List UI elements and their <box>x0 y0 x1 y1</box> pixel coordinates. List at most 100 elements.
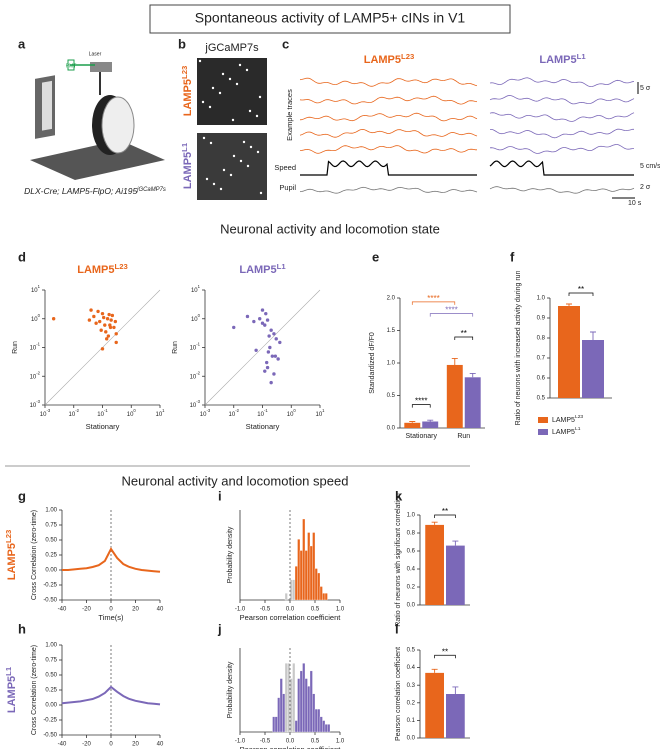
error-bar <box>451 358 458 365</box>
scatter-point <box>100 311 105 316</box>
x-tick-label-sup: -2 <box>75 408 79 413</box>
microscopy-image <box>197 58 267 125</box>
legend-label-main: LAMP5 <box>552 429 575 436</box>
cell-soma <box>249 145 253 149</box>
y-tick-label: -0.25 <box>43 583 57 589</box>
bar <box>558 306 580 398</box>
chart-title-sup: L23 <box>4 530 13 543</box>
legend-swatch <box>538 417 548 423</box>
cell-soma <box>202 136 206 140</box>
histogram-bar <box>294 720 298 733</box>
cell-soma <box>239 159 243 163</box>
chart-title-sup: L1 <box>277 262 287 271</box>
cell-soma <box>246 164 250 168</box>
bar <box>425 524 444 605</box>
scatter-point <box>51 317 56 321</box>
x-tick-label-sup: 1 <box>162 408 165 413</box>
y-tick-label-sup: 0 <box>198 313 201 318</box>
trace-illustration <box>300 160 477 176</box>
legend-label-main: LAMP5 <box>552 417 575 424</box>
x-tick-label-main: 10 <box>155 412 162 418</box>
histogram-bar <box>297 539 301 601</box>
trace-illustration <box>489 95 635 105</box>
histogram-bar <box>292 579 296 601</box>
x-tick-label: 0.5 <box>311 739 320 745</box>
cell-soma <box>209 141 213 145</box>
scale-bar-label: 5 cm/s <box>640 163 660 170</box>
y-tick-label-main: 10 <box>30 403 37 409</box>
y-tick-label: 1.00 <box>45 508 57 514</box>
panel-label: k <box>395 488 403 503</box>
error-bar <box>566 303 572 306</box>
x-tick-label: -40 <box>58 607 67 613</box>
scatter-point <box>258 317 262 321</box>
x-tick-label-sup: -3 <box>206 408 210 413</box>
y-tick-label: 0.00 <box>45 703 57 709</box>
y-tick-label: 10-3 <box>190 399 201 408</box>
cell-soma <box>222 168 226 172</box>
scatter-point <box>272 332 276 336</box>
x-tick-label: 20 <box>132 607 139 613</box>
histogram-bar <box>322 593 326 601</box>
histogram-bar <box>317 708 321 733</box>
histogram-bar <box>324 593 328 601</box>
histogram-bar <box>307 686 311 733</box>
y-axis-label: Run <box>172 341 179 354</box>
histogram-bar <box>314 708 318 733</box>
significance-label: **** <box>445 306 457 315</box>
panel-label: a <box>18 36 26 51</box>
error-bar <box>452 686 459 694</box>
trace-illustration <box>299 112 478 122</box>
y-tick-label-main: 10 <box>190 345 197 351</box>
x-tick-label: -20 <box>82 607 91 613</box>
trace-illustration <box>299 95 478 105</box>
significance-label: ** <box>442 647 448 656</box>
column-header-sup: L1 <box>577 52 587 61</box>
scatter-point <box>276 357 280 361</box>
y-tick-label: 0.5 <box>537 396 546 402</box>
legend-label-sup: L23 <box>575 414 583 420</box>
setup-label: Laser <box>89 51 102 57</box>
y-tick-label-main: 10 <box>31 288 38 294</box>
y-axis-label: Ratio of neurons with significant correl… <box>395 493 402 627</box>
histogram-bar <box>284 663 288 733</box>
bar <box>446 545 465 605</box>
scatter-point <box>263 323 267 327</box>
row-label-sup: L23 <box>180 66 189 79</box>
x-tick-label: -0.5 <box>260 607 271 613</box>
histogram-bar <box>277 697 281 733</box>
y-tick-label: 1.0 <box>407 513 416 519</box>
scatter-point <box>272 372 276 376</box>
y-tick-label: 0.75 <box>45 658 57 664</box>
scatter-point <box>108 325 113 330</box>
scatter-point <box>245 314 250 319</box>
y-tick-label: 0.8 <box>537 336 546 342</box>
y-tick-label: 10-3 <box>30 399 41 408</box>
scatter-point <box>254 348 258 352</box>
y-axis-label: Cross Correlation (zero-time) <box>31 510 38 600</box>
trace-illustration <box>299 128 478 138</box>
setup-illustration <box>30 59 165 180</box>
row-label: LAMP5L23 <box>180 66 194 117</box>
scatter-point <box>101 315 106 320</box>
chart-title-main: LAMP5 <box>6 543 18 580</box>
x-tick-label-sup: -1 <box>104 408 108 413</box>
scatter-point <box>252 319 256 324</box>
x-axis-label: Pearson correlation coefficient <box>240 613 342 622</box>
x-axis-label: Time(s) <box>98 748 124 749</box>
trace-illustration <box>489 112 635 122</box>
histogram-bar <box>319 716 323 733</box>
scatter-point <box>260 308 265 312</box>
y-tick-label: 10-1 <box>30 342 41 351</box>
scatter-point <box>89 308 93 312</box>
significance-label: ** <box>442 507 448 516</box>
mean-line <box>61 685 161 706</box>
histogram-bar <box>327 724 331 733</box>
x-tick-label-main: 10 <box>97 412 104 418</box>
cell-soma <box>198 59 202 63</box>
chart-title: LAMP5L23 <box>4 530 18 581</box>
cell-soma <box>232 154 236 158</box>
histogram-bar <box>304 550 308 601</box>
y-tick-label: 10-1 <box>190 342 201 351</box>
row-label: Pupil <box>279 183 296 192</box>
